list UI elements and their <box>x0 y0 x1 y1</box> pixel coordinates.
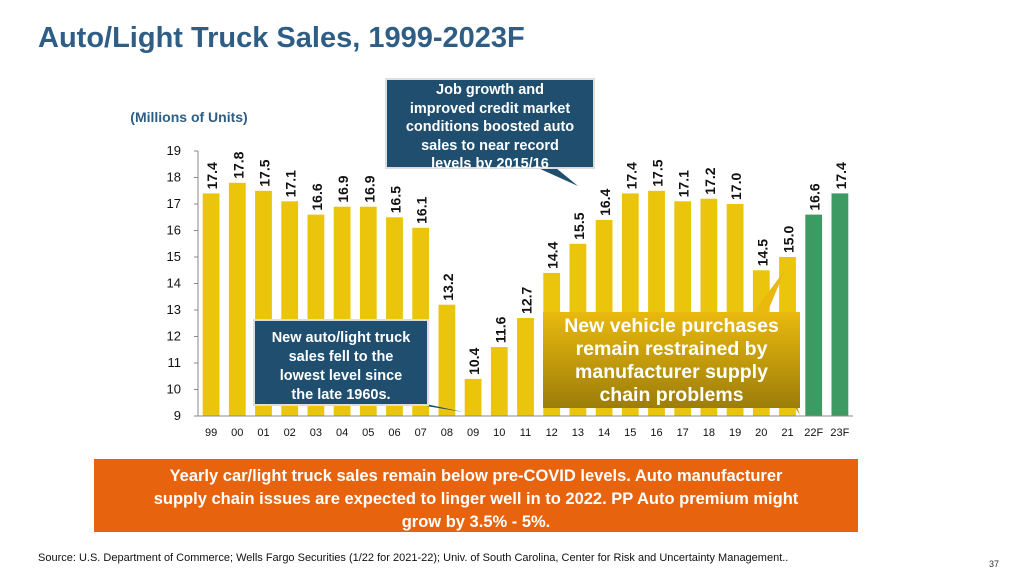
y-tick-label: 10 <box>167 382 181 397</box>
bar-value-label: 17.4 <box>623 162 639 189</box>
y-tick-label: 11 <box>168 355 182 370</box>
y-tick-label: 18 <box>167 170 181 185</box>
x-tick-label: 13 <box>572 427 584 439</box>
bar-value-label: 16.4 <box>597 188 613 215</box>
bar-99 <box>202 193 220 416</box>
bar-value-label: 12.7 <box>519 286 535 313</box>
callout-line: chain problems <box>599 384 744 406</box>
x-tick-label: 12 <box>546 427 558 439</box>
bar-value-label: 17.1 <box>676 170 692 197</box>
bar-value-label: 11.6 <box>492 316 508 343</box>
x-tick-label: 21 <box>781 427 793 439</box>
summary-banner: Yearly car/light truck sales remain belo… <box>94 459 858 532</box>
callout-line: the late 1960s. <box>291 387 391 403</box>
x-tick-label: 02 <box>284 427 296 439</box>
callout-line: New auto/light truck <box>271 330 411 346</box>
x-tick-label: 03 <box>310 427 322 439</box>
x-tick-label: 18 <box>703 427 715 439</box>
y-tick-label: 19 <box>167 143 181 158</box>
x-tick-label: 04 <box>336 427 348 439</box>
callout-line: improved credit market <box>409 100 571 117</box>
y-tick-label: 12 <box>167 329 181 344</box>
banner-line: grow by 3.5% - 5%. <box>401 513 551 531</box>
x-tick-label: 00 <box>231 427 243 439</box>
bar-value-label: 16.1 <box>414 196 430 223</box>
bar-value-label: 13.2 <box>440 273 456 300</box>
y-tick-label: 17 <box>167 196 181 211</box>
bar-value-label: 17.8 <box>230 151 246 178</box>
bar-09 <box>464 378 482 416</box>
bar-value-label: 17.4 <box>204 162 220 189</box>
x-tick-label: 08 <box>441 427 453 439</box>
x-tick-label: 05 <box>362 427 374 439</box>
callout-lowest-level: New auto/light truck sales fell to the l… <box>253 319 429 406</box>
bar-value-label: 17.0 <box>728 173 744 200</box>
x-tick-label: 14 <box>598 427 610 439</box>
y-tick-label: 13 <box>167 302 181 317</box>
callout-line: conditions boosted auto <box>405 119 575 135</box>
callout-job-growth: Job growth and improved credit market co… <box>385 78 595 172</box>
y-axis-label: (Millions of Units) <box>130 109 247 125</box>
x-tick-label: 07 <box>415 427 427 439</box>
bar-value-label: 16.6 <box>807 183 823 210</box>
callout-supply-chain: New vehicle purchases remain restrained … <box>543 312 800 408</box>
bar-11 <box>517 318 534 416</box>
bar-value-label: 16.6 <box>309 183 325 210</box>
x-tick-label: 16 <box>650 427 662 439</box>
x-tick-label: 22F <box>804 427 823 439</box>
callout-line: New vehicle purchases <box>564 315 779 337</box>
page-number: 37 <box>989 559 1000 569</box>
x-tick-label: 20 <box>755 427 767 439</box>
y-tick-label: 14 <box>167 276 181 291</box>
bar-08 <box>438 304 456 416</box>
bar-value-label: 14.5 <box>754 239 770 266</box>
bar-value-label: 17.5 <box>257 159 273 186</box>
callout-line: lowest level since <box>279 368 403 384</box>
bar-value-label: 10.4 <box>466 347 482 374</box>
x-tick-label: 99 <box>205 427 217 439</box>
callout-line: remain restrained by <box>575 338 768 360</box>
source-note: Source: U.S. Department of Commerce; Wel… <box>38 552 789 564</box>
bar-value-label: 17.1 <box>283 170 299 197</box>
callout-line: levels by 2015/16 <box>431 156 549 172</box>
bar-value-label: 15.0 <box>781 226 797 253</box>
x-tick-label: 19 <box>729 427 741 439</box>
x-tick-label: 10 <box>493 427 505 439</box>
bar-value-label: 16.9 <box>335 175 351 202</box>
bar-value-label: 14.4 <box>545 241 561 268</box>
bar-value-label: 17.2 <box>702 167 718 194</box>
bar-value-label: 16.5 <box>388 186 404 213</box>
bar-value-label: 16.9 <box>361 175 377 202</box>
callout-line: sales to near record <box>421 137 559 154</box>
x-tick-label: 11 <box>520 427 531 439</box>
x-tick-label: 15 <box>624 427 636 439</box>
bar-10 <box>490 347 508 416</box>
callout-line: manufacturer supply <box>575 361 768 383</box>
banner-line: supply chain issues are expected to ling… <box>153 490 799 508</box>
callout-line: Job growth and <box>436 82 544 98</box>
callout-pointer-top <box>538 168 578 186</box>
bar-value-label: 17.5 <box>650 159 666 186</box>
bar-value-label: 17.4 <box>833 162 849 189</box>
y-tick-label: 16 <box>167 223 181 238</box>
x-tick-label: 17 <box>677 427 689 439</box>
x-tick-label: 23F <box>830 427 849 439</box>
y-tick-label: 9 <box>174 408 181 423</box>
callout-line: sales fell to the <box>288 349 394 365</box>
y-tick-label: 15 <box>167 249 181 264</box>
page-title: Auto/Light Truck Sales, 1999-2023F <box>38 22 525 54</box>
bar-23F <box>831 193 849 416</box>
bar-value-label: 15.5 <box>571 212 587 239</box>
banner-line: Yearly car/light truck sales remain belo… <box>169 467 783 485</box>
x-tick-label: 06 <box>388 427 400 439</box>
x-tick-label: 09 <box>467 427 479 439</box>
bar-22F <box>805 214 823 416</box>
x-tick-label: 01 <box>257 427 269 439</box>
bar-00 <box>228 182 246 416</box>
